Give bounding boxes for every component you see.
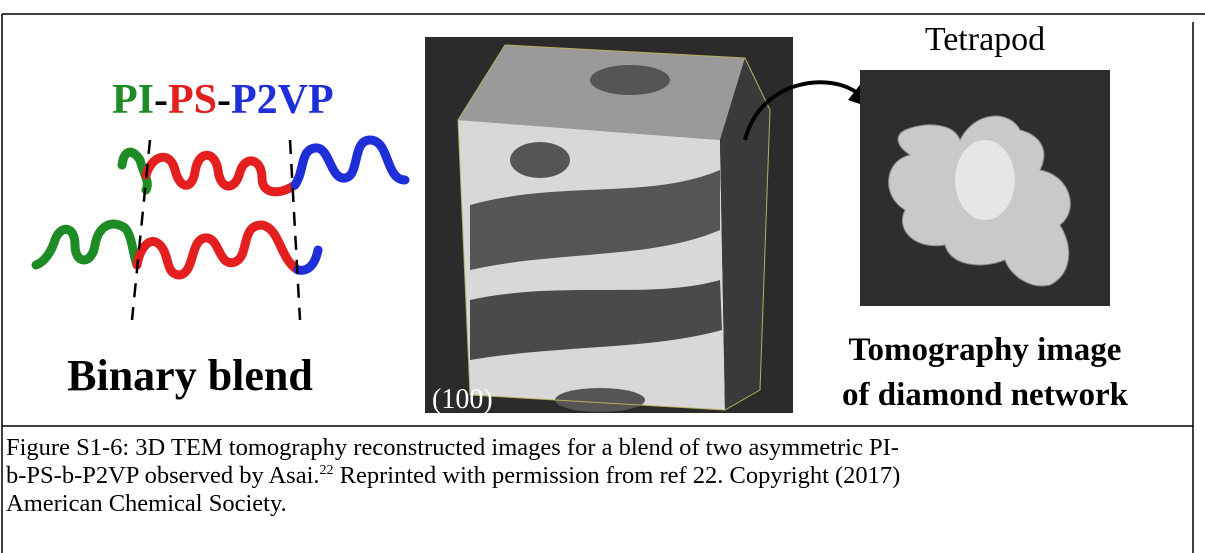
p2vp-block bbox=[298, 250, 318, 270]
cube-front bbox=[458, 120, 725, 410]
polymer-chains bbox=[36, 140, 405, 275]
page: {"figure": { "polymer_label": {"pi": "PI… bbox=[0, 0, 1205, 553]
ps-block bbox=[146, 155, 295, 192]
cube-pore bbox=[555, 388, 645, 412]
cube-pore bbox=[510, 142, 570, 178]
tetrapod-label: Tetrapod bbox=[925, 21, 1045, 58]
tetrapod-image bbox=[860, 70, 1110, 306]
tomography-label: of diamond network bbox=[842, 377, 1129, 413]
caption-text: b-PS-b-P2VP observed by Asai. bbox=[6, 462, 320, 489]
cube-image: (100) bbox=[425, 37, 793, 415]
pi-block bbox=[36, 224, 137, 265]
pi-label: PI bbox=[112, 77, 154, 123]
caption-reference: 22 bbox=[320, 463, 334, 478]
caption-line: American Chemical Society. bbox=[6, 490, 287, 518]
plane-label: (100) bbox=[432, 384, 493, 415]
caption-line: b-PS-b-P2VP observed by Asai.22 Reprinte… bbox=[6, 462, 900, 490]
tomography-label: Tomography image bbox=[849, 332, 1122, 368]
cube-pore bbox=[590, 65, 670, 95]
caption-text: Reprinted with permission from ref 22. C… bbox=[334, 462, 901, 489]
dash: - bbox=[217, 77, 231, 123]
tetrapod-highlight bbox=[955, 140, 1015, 220]
p2vp-block bbox=[295, 140, 405, 185]
dash: - bbox=[154, 77, 168, 123]
ps-block bbox=[137, 225, 298, 275]
caption-line: Figure S1-6: 3D TEM tomography reconstru… bbox=[6, 434, 899, 462]
ps-label: PS bbox=[168, 77, 217, 123]
polymer-label: PI-PS-P2VP bbox=[112, 77, 334, 123]
p2vp-label: P2VP bbox=[231, 77, 334, 123]
blend-label: Binary blend bbox=[67, 351, 313, 400]
